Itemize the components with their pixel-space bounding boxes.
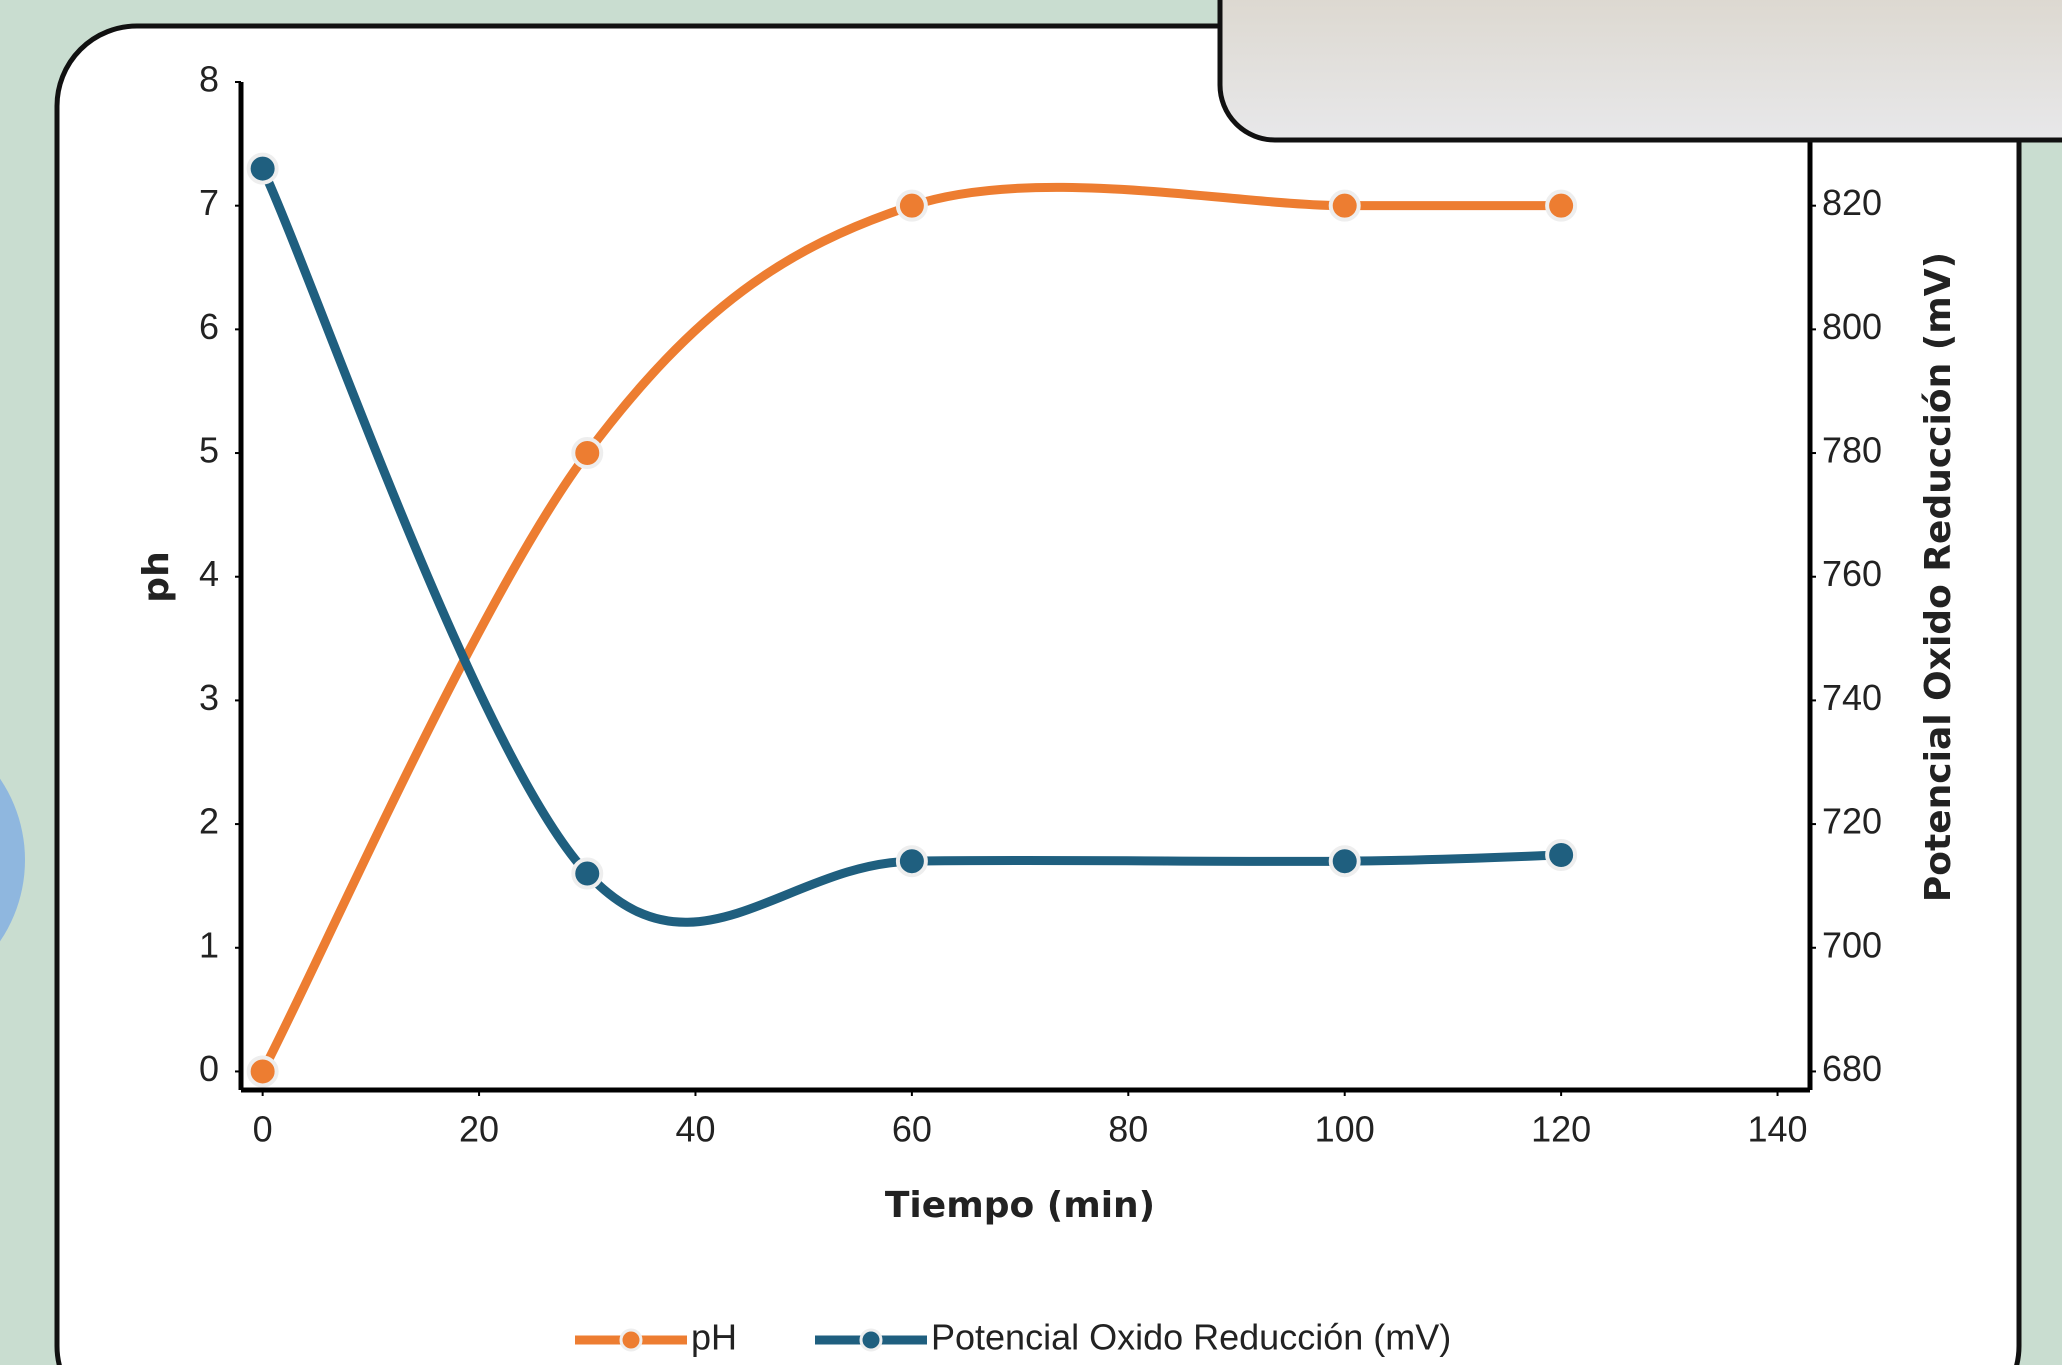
x-axis-title: Tiempo (min) [885,1185,1155,1226]
legend-marker [619,1328,643,1352]
photo-inset [1217,0,2062,143]
y-tick-label: 2 [199,801,219,842]
point [246,152,279,185]
y2-tick-label: 760 [1822,553,1882,594]
y2-tick-label: 680 [1822,1048,1882,1089]
y2-tick-label: 720 [1822,801,1882,842]
y2-tick-label: 800 [1822,306,1882,347]
x-tick-label: 0 [253,1109,273,1150]
point [895,845,928,878]
y-tick-label: 4 [199,553,219,594]
y-tick-label: 1 [199,924,219,965]
x-tick-label: 100 [1315,1109,1375,1150]
legend-label: pH [691,1317,737,1358]
legend-label: Potencial Oxido Reducción (mV) [931,1317,1451,1358]
point [895,189,928,222]
y-tick-label: 7 [199,182,219,223]
y2-tick-label: 780 [1822,430,1882,471]
x-tick-label: 20 [459,1109,499,1150]
y2-tick-label: 740 [1822,677,1882,718]
y-axis-title: ph [136,551,177,602]
x-tick-label: 40 [675,1109,715,1150]
y-tick-label: 6 [199,306,219,347]
y-tick-label: 8 [199,59,219,100]
point [246,1055,279,1088]
point [571,857,604,890]
x-tick-label: 120 [1531,1109,1591,1150]
x-tick-label: 60 [892,1109,932,1150]
y-tick-label: 5 [199,430,219,471]
y2-axis-title: Potencial Oxido Reducción (mV) [1918,252,1959,902]
point [1545,839,1578,872]
point [571,437,604,470]
y-tick-label: 0 [199,1048,219,1089]
plot: 0 1 2 3 4 5 6 7 8 680 700 720 740 760 780 800 820 0 20 40 60… [199,59,1882,1358]
chart-card [54,23,2022,1365]
point [1545,189,1578,222]
point [1328,189,1361,222]
x-tick-label: 80 [1108,1109,1148,1150]
decor-circle [0,778,25,942]
y2-tick-label: 820 [1822,182,1882,223]
point [1328,845,1361,878]
x-tick-label: 140 [1747,1109,1807,1150]
legend-marker [859,1328,883,1352]
y2-tick-label: 700 [1822,924,1882,965]
y-tick-label: 3 [199,677,219,718]
